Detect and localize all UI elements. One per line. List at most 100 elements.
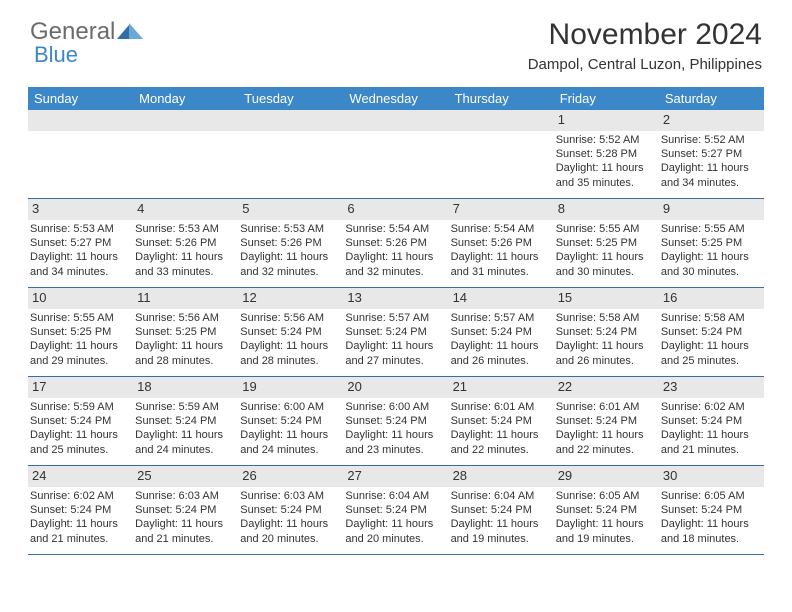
- day-number: 19: [238, 377, 343, 398]
- sunset-text: Sunset: 5:25 PM: [661, 236, 760, 250]
- sunrise-text: Sunrise: 5:56 AM: [135, 311, 234, 325]
- sunset-text: Sunset: 5:24 PM: [556, 503, 655, 517]
- daylight-text: Daylight: 11 hours and 28 minutes.: [240, 339, 339, 368]
- day-number: 24: [28, 466, 133, 487]
- day-cell: 14Sunrise: 5:57 AMSunset: 5:24 PMDayligh…: [449, 288, 554, 376]
- day-number: 22: [554, 377, 659, 398]
- day-cell: 9Sunrise: 5:55 AMSunset: 5:25 PMDaylight…: [659, 199, 764, 287]
- daylight-text: Daylight: 11 hours and 31 minutes.: [451, 250, 550, 279]
- day-header: Thursday: [449, 87, 554, 110]
- day-info: Sunrise: 5:58 AMSunset: 5:24 PMDaylight:…: [554, 309, 659, 370]
- day-number: 3: [28, 199, 133, 220]
- day-info: Sunrise: 5:55 AMSunset: 5:25 PMDaylight:…: [28, 309, 133, 370]
- weeks-container: 1Sunrise: 5:52 AMSunset: 5:28 PMDaylight…: [28, 110, 764, 555]
- daylight-text: Daylight: 11 hours and 34 minutes.: [30, 250, 129, 279]
- daylight-text: Daylight: 11 hours and 20 minutes.: [345, 517, 444, 546]
- sunrise-text: Sunrise: 6:00 AM: [345, 400, 444, 414]
- day-info: Sunrise: 5:55 AMSunset: 5:25 PMDaylight:…: [659, 220, 764, 281]
- sunrise-text: Sunrise: 5:59 AM: [135, 400, 234, 414]
- day-cell: 3Sunrise: 5:53 AMSunset: 5:27 PMDaylight…: [28, 199, 133, 287]
- day-info: Sunrise: 5:55 AMSunset: 5:25 PMDaylight:…: [554, 220, 659, 281]
- sunset-text: Sunset: 5:24 PM: [661, 503, 760, 517]
- day-info: Sunrise: 6:03 AMSunset: 5:24 PMDaylight:…: [238, 487, 343, 548]
- day-cell: 10Sunrise: 5:55 AMSunset: 5:25 PMDayligh…: [28, 288, 133, 376]
- sunrise-text: Sunrise: 6:05 AM: [661, 489, 760, 503]
- day-info: Sunrise: 5:54 AMSunset: 5:26 PMDaylight:…: [449, 220, 554, 281]
- daylight-text: Daylight: 11 hours and 27 minutes.: [345, 339, 444, 368]
- sunrise-text: Sunrise: 5:58 AM: [661, 311, 760, 325]
- sunset-text: Sunset: 5:26 PM: [135, 236, 234, 250]
- sunset-text: Sunset: 5:28 PM: [556, 147, 655, 161]
- day-cell: 24Sunrise: 6:02 AMSunset: 5:24 PMDayligh…: [28, 466, 133, 554]
- day-number: 1: [554, 110, 659, 131]
- day-cell: 17Sunrise: 5:59 AMSunset: 5:24 PMDayligh…: [28, 377, 133, 465]
- sunrise-text: Sunrise: 6:01 AM: [556, 400, 655, 414]
- daylight-text: Daylight: 11 hours and 32 minutes.: [240, 250, 339, 279]
- day-cell: 15Sunrise: 5:58 AMSunset: 5:24 PMDayligh…: [554, 288, 659, 376]
- daylight-text: Daylight: 11 hours and 21 minutes.: [661, 428, 760, 457]
- day-number: 12: [238, 288, 343, 309]
- day-number: 4: [133, 199, 238, 220]
- sunset-text: Sunset: 5:24 PM: [135, 414, 234, 428]
- day-cell: [343, 110, 448, 198]
- sunrise-text: Sunrise: 6:02 AM: [661, 400, 760, 414]
- sunset-text: Sunset: 5:25 PM: [135, 325, 234, 339]
- day-number: 16: [659, 288, 764, 309]
- day-info: Sunrise: 5:56 AMSunset: 5:24 PMDaylight:…: [238, 309, 343, 370]
- day-number: [238, 110, 343, 131]
- day-cell: 16 Sunrise: 5:58 AMSunset: 5:24 PMDayligh…: [659, 288, 764, 376]
- sunset-text: Sunset: 5:24 PM: [661, 325, 760, 339]
- day-number: 21: [449, 377, 554, 398]
- day-cell: [238, 110, 343, 198]
- sunset-text: Sunset: 5:24 PM: [556, 325, 655, 339]
- day-cell: 7Sunrise: 5:54 AMSunset: 5:26 PMDaylight…: [449, 199, 554, 287]
- daylight-text: Daylight: 11 hours and 25 minutes.: [661, 339, 760, 368]
- daylight-text: Daylight: 11 hours and 28 minutes.: [135, 339, 234, 368]
- day-number: 14: [449, 288, 554, 309]
- day-number: 27: [343, 466, 448, 487]
- daylight-text: Daylight: 11 hours and 21 minutes.: [135, 517, 234, 546]
- sunrise-text: Sunrise: 5:54 AM: [451, 222, 550, 236]
- sunrise-text: Sunrise: 5:57 AM: [451, 311, 550, 325]
- sunrise-text: Sunrise: 5:55 AM: [556, 222, 655, 236]
- day-cell: 8Sunrise: 5:55 AMSunset: 5:25 PMDaylight…: [554, 199, 659, 287]
- week-row: 17Sunrise: 5:59 AMSunset: 5:24 PMDayligh…: [28, 377, 764, 466]
- day-header: Wednesday: [343, 87, 448, 110]
- daylight-text: Daylight: 11 hours and 32 minutes.: [345, 250, 444, 279]
- daylight-text: Daylight: 11 hours and 30 minutes.: [556, 250, 655, 279]
- sunrise-text: Sunrise: 5:53 AM: [30, 222, 129, 236]
- day-info: Sunrise: 6:04 AMSunset: 5:24 PMDaylight:…: [449, 487, 554, 548]
- day-cell: 22Sunrise: 6:01 AMSunset: 5:24 PMDayligh…: [554, 377, 659, 465]
- day-number: 25: [133, 466, 238, 487]
- sunset-text: Sunset: 5:24 PM: [556, 414, 655, 428]
- sunrise-text: Sunrise: 5:55 AM: [30, 311, 129, 325]
- day-number: 7: [449, 199, 554, 220]
- day-cell: 11Sunrise: 5:56 AMSunset: 5:25 PMDayligh…: [133, 288, 238, 376]
- sunrise-text: Sunrise: 6:03 AM: [135, 489, 234, 503]
- day-info: Sunrise: 5:52 AMSunset: 5:27 PMDaylight:…: [659, 131, 764, 192]
- day-header: Friday: [554, 87, 659, 110]
- sunrise-text: Sunrise: 5:53 AM: [240, 222, 339, 236]
- day-cell: 5Sunrise: 5:53 AMSunset: 5:26 PMDaylight…: [238, 199, 343, 287]
- day-number: 18: [133, 377, 238, 398]
- sunrise-text: Sunrise: 6:04 AM: [345, 489, 444, 503]
- daylight-text: Daylight: 11 hours and 29 minutes.: [30, 339, 129, 368]
- daylight-text: Daylight: 11 hours and 20 minutes.: [240, 517, 339, 546]
- sunset-text: Sunset: 5:25 PM: [30, 325, 129, 339]
- sunset-text: Sunset: 5:26 PM: [451, 236, 550, 250]
- day-header: Saturday: [659, 87, 764, 110]
- sunrise-text: Sunrise: 6:03 AM: [240, 489, 339, 503]
- day-cell: 21Sunrise: 6:01 AMSunset: 5:24 PMDayligh…: [449, 377, 554, 465]
- day-cell: [133, 110, 238, 198]
- day-number: [343, 110, 448, 131]
- day-info: Sunrise: 6:02 AMSunset: 5:24 PMDaylight:…: [28, 487, 133, 548]
- day-cell: 19Sunrise: 6:00 AMSunset: 5:24 PMDayligh…: [238, 377, 343, 465]
- daylight-text: Daylight: 11 hours and 19 minutes.: [556, 517, 655, 546]
- calendar-grid: SundayMondayTuesdayWednesdayThursdayFrid…: [28, 87, 764, 555]
- title-block: November 2024 Dampol, Central Luzon, Phi…: [528, 18, 762, 73]
- day-info: Sunrise: 6:01 AMSunset: 5:24 PMDaylight:…: [554, 398, 659, 459]
- sunrise-text: Sunrise: 6:00 AM: [240, 400, 339, 414]
- daylight-text: Daylight: 11 hours and 24 minutes.: [135, 428, 234, 457]
- daylight-text: Daylight: 11 hours and 22 minutes.: [451, 428, 550, 457]
- day-number: 5: [238, 199, 343, 220]
